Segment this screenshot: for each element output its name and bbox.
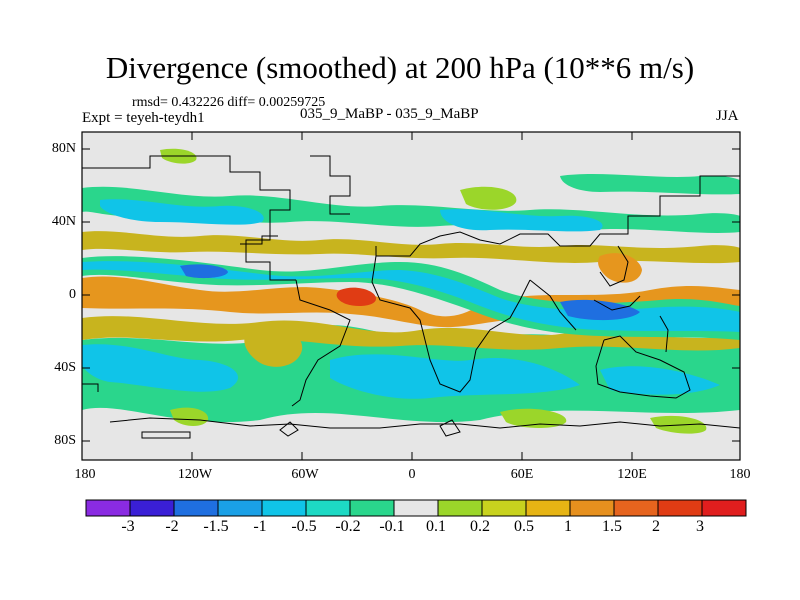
contour-pos-north xyxy=(82,231,740,264)
colorbar-swatch xyxy=(613,499,659,517)
colorbar xyxy=(85,499,747,517)
stats-text: rmsd= 0.432226 diff= 0.00259725 xyxy=(132,95,326,110)
contour-neg-north xyxy=(100,199,264,225)
colorbar-swatch xyxy=(569,499,615,517)
colorbar-label: 0.1 xyxy=(426,518,446,535)
lon-label-0: 0 xyxy=(408,467,416,482)
colorbar-label: -2 xyxy=(165,518,179,535)
colorbar-swatch xyxy=(173,499,219,517)
contour-neg-south-c xyxy=(600,366,720,395)
plot-title: Divergence (smoothed) at 200 hPa (10**6 … xyxy=(105,50,695,85)
lon-label-180e: 180 xyxy=(729,467,751,482)
colorbar-swatch xyxy=(305,499,351,517)
lon-label-180w: 180 xyxy=(74,467,96,482)
lat-label-80n: 80N xyxy=(51,141,76,156)
colorbar-label: 0.5 xyxy=(514,518,534,535)
lat-label-eq: 0 xyxy=(69,287,76,302)
contour-neg-south-a xyxy=(82,344,239,392)
colorbar-swatch xyxy=(129,499,175,517)
contour-weak-pos-antarctic-b xyxy=(500,408,567,428)
colorbar-label: 1 xyxy=(564,518,572,535)
colorbar-label: -3 xyxy=(121,518,135,535)
colorbar-swatch xyxy=(701,499,747,517)
colorbar-swatch xyxy=(261,499,307,517)
contour-pos-south xyxy=(82,316,740,351)
lat-label-80s: 80S xyxy=(54,433,76,448)
colorbar-swatch xyxy=(437,499,483,517)
contour-peak-pos xyxy=(336,287,377,306)
coastlines xyxy=(82,155,740,439)
colorbar-swatch xyxy=(393,499,439,517)
contour-neg-north-b xyxy=(440,209,603,232)
experiment-label: Expt = teyeh-teydh1 xyxy=(82,110,205,126)
lon-label-60e: 60E xyxy=(510,467,534,482)
colorbar-label: -0.5 xyxy=(291,518,317,535)
contour-weak-pos-antarctic-a xyxy=(170,407,209,426)
lon-label-120e: 120E xyxy=(617,467,647,482)
lon-label-60w: 60W xyxy=(291,467,319,482)
map-frame xyxy=(81,131,741,461)
colorbar-swatch xyxy=(85,499,131,517)
contour-neg-south-b xyxy=(330,354,580,399)
season-label: JJA xyxy=(716,108,739,124)
contour-pos-south-blob xyxy=(244,326,303,367)
lat-label-40n: 40N xyxy=(51,214,76,229)
colorbar-swatch xyxy=(525,499,571,517)
colorbar-swatch xyxy=(349,499,395,517)
colorbar-swatch xyxy=(217,499,263,517)
experiment-names: 035_9_MaBP - 035_9_MaBP xyxy=(300,106,479,122)
contour-strong-neg-eq-b xyxy=(560,299,640,321)
colorbar-label: -0.2 xyxy=(335,518,361,535)
axis-ticks xyxy=(81,132,741,460)
lon-label-120w: 120W xyxy=(177,467,213,482)
colorbar-label: -0.1 xyxy=(379,518,405,535)
colorbar-label: 1.5 xyxy=(602,518,622,535)
colorbar-swatch xyxy=(657,499,703,517)
contour-strong-pos-north xyxy=(598,253,642,283)
contour-weak-neg-arctic xyxy=(560,174,740,195)
colorbar-label: -1.5 xyxy=(203,518,229,535)
colorbar-swatch xyxy=(481,499,527,517)
contour-strong-neg-eq-a xyxy=(180,264,228,279)
contour-weak-pos-arctic-a xyxy=(460,186,517,210)
colorbar-label: 3 xyxy=(696,518,704,535)
colorbar-label: 2 xyxy=(652,518,660,535)
colorbar-label: -1 xyxy=(253,518,267,535)
lat-label-40s: 40S xyxy=(54,360,76,375)
contour-field xyxy=(82,132,740,460)
colorbar-label: 0.2 xyxy=(470,518,490,535)
